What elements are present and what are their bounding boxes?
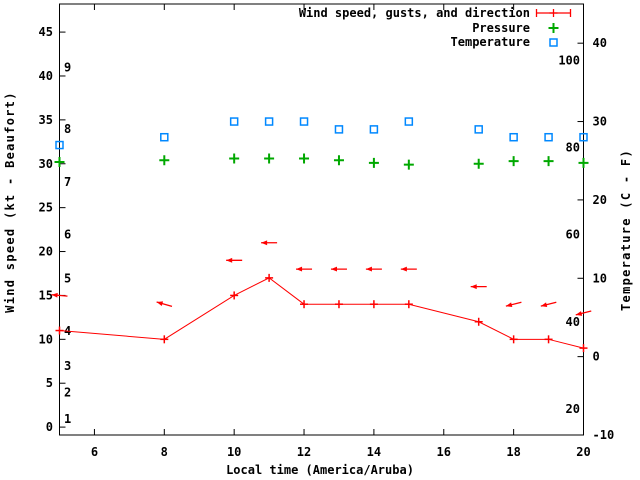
svg-text:5: 5 [46, 376, 53, 390]
svg-text:30: 30 [39, 157, 53, 171]
svg-text:8: 8 [161, 445, 168, 459]
svg-text:0: 0 [46, 420, 53, 434]
svg-text:100: 100 [558, 54, 580, 68]
svg-text:20: 20 [39, 245, 53, 259]
wind-speed-line [55, 273, 588, 353]
svg-text:40: 40 [39, 69, 53, 83]
svg-text:40: 40 [566, 315, 580, 329]
svg-text:2: 2 [64, 385, 71, 399]
svg-text:0: 0 [593, 350, 600, 364]
svg-text:9: 9 [64, 61, 71, 75]
svg-text:6: 6 [91, 445, 98, 459]
temperature-points [55, 117, 588, 150]
x-axis-title: Local time (America/Aruba) [226, 463, 414, 477]
svg-text:18: 18 [506, 445, 520, 459]
left-axis-title: Wind speed (kt - Beaufort) [3, 91, 17, 313]
svg-text:15: 15 [39, 288, 53, 302]
legend-label-temperature: Temperature [450, 35, 530, 49]
svg-text:10: 10 [39, 332, 53, 346]
fahrenheit-labels: 20 40 60 80 100 [558, 54, 580, 416]
legend-label-pressure: Pressure [472, 21, 530, 35]
svg-text:7: 7 [64, 175, 71, 189]
y-left-ticks: 0 5 10 15 20 25 30 35 40 45 [39, 25, 66, 434]
svg-text:6: 6 [64, 227, 71, 241]
svg-text:12: 12 [297, 445, 311, 459]
svg-text:20: 20 [566, 402, 580, 416]
svg-text:-10: -10 [593, 428, 615, 442]
pressure-points [54, 153, 589, 170]
y-right-ticks: -10 0 10 20 30 40 [577, 36, 615, 442]
legend-label-wind: Wind speed, gusts, and direction [298, 6, 530, 20]
svg-text:5: 5 [64, 271, 71, 285]
plot-frame [59, 3, 584, 436]
svg-text:35: 35 [39, 113, 53, 127]
svg-text:30: 30 [593, 115, 607, 129]
svg-text:80: 80 [566, 141, 580, 155]
svg-text:3: 3 [64, 359, 71, 373]
right-axis-title: Temperature (C - F) [619, 149, 633, 311]
svg-text:20: 20 [576, 445, 590, 459]
svg-text:10: 10 [593, 271, 607, 285]
svg-text:16: 16 [437, 445, 451, 459]
svg-text:60: 60 [566, 228, 580, 242]
svg-text:20: 20 [593, 193, 607, 207]
svg-text:45: 45 [39, 25, 53, 39]
gust-arrows [51, 240, 592, 316]
svg-text:40: 40 [593, 36, 607, 50]
svg-text:25: 25 [39, 201, 53, 215]
svg-text:8: 8 [64, 122, 71, 136]
svg-text:10: 10 [227, 445, 241, 459]
svg-text:1: 1 [64, 412, 71, 426]
svg-text:14: 14 [367, 445, 381, 459]
legend-markers [535, 9, 572, 47]
x-axis-ticks: 6 8 10 12 14 16 18 20 [91, 4, 591, 459]
